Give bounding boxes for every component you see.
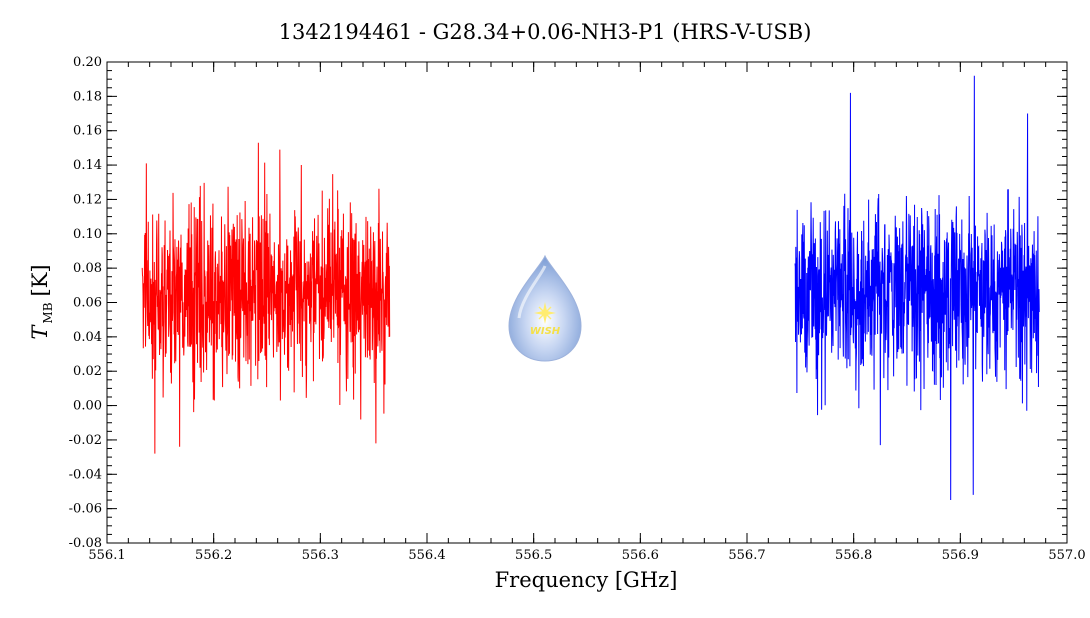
y-tick-label: 0.10 [73, 227, 102, 242]
y-tick-label: 0.02 [73, 364, 102, 379]
x-tick-label: 557.0 [1048, 548, 1085, 563]
y-axis-label-sub: MB [41, 302, 55, 323]
spectrum-line-blue [794, 75, 1040, 501]
y-axis-label-main: T [28, 324, 52, 340]
logo-text: WISH [530, 326, 561, 337]
y-tick-label: -0.06 [69, 502, 102, 517]
x-tick-label: 556.9 [942, 548, 979, 563]
chart-title: 1342194461 - G28.34+0.06-NH3-P1 (HRS-V-U… [279, 20, 812, 44]
y-tick-label: 0.00 [73, 399, 102, 414]
y-tick-label: 0.04 [73, 330, 102, 345]
x-tick-label: 556.1 [88, 548, 125, 563]
x-tick-label: 556.7 [728, 548, 765, 563]
x-tick-label: 556.2 [195, 548, 232, 563]
wish-drop-logo: WISH [508, 254, 582, 362]
y-tick-label: 0.16 [73, 124, 102, 139]
x-tick-label: 556.3 [302, 548, 339, 563]
y-tick-label: 0.08 [73, 261, 102, 276]
sparkle-icon [534, 302, 556, 324]
y-tick-label: -0.02 [69, 433, 102, 448]
x-axis-label: Frequency [GHz] [495, 568, 678, 592]
x-tick-label: 556.6 [622, 548, 659, 563]
y-axis-label-unit: [K] [28, 264, 52, 296]
y-tick-label: 0.06 [73, 296, 102, 311]
y-tick-label: 0.12 [73, 192, 102, 207]
y-tick-label: 0.20 [73, 55, 102, 70]
spectrum-line-red [141, 142, 391, 454]
y-tick-label: 0.18 [73, 89, 102, 104]
y-axis-label: TMB [K] [28, 264, 55, 339]
x-tick-label: 556.5 [515, 548, 552, 563]
x-tick-label: 556.4 [408, 548, 445, 563]
plot-frame [106, 61, 1068, 544]
y-tick-label: -0.08 [69, 536, 102, 551]
y-tick-label: 0.14 [73, 158, 102, 173]
series-layer [141, 75, 1040, 501]
tick-layer: 556.1 556.2 556.3 556.4 556.5 556.6 556.7 556.8… [69, 55, 1086, 563]
x-tick-label: 556.8 [835, 548, 872, 563]
svg-text:TMB[K]: TMB [K] [28, 264, 55, 339]
y-tick-label: -0.04 [69, 467, 102, 482]
